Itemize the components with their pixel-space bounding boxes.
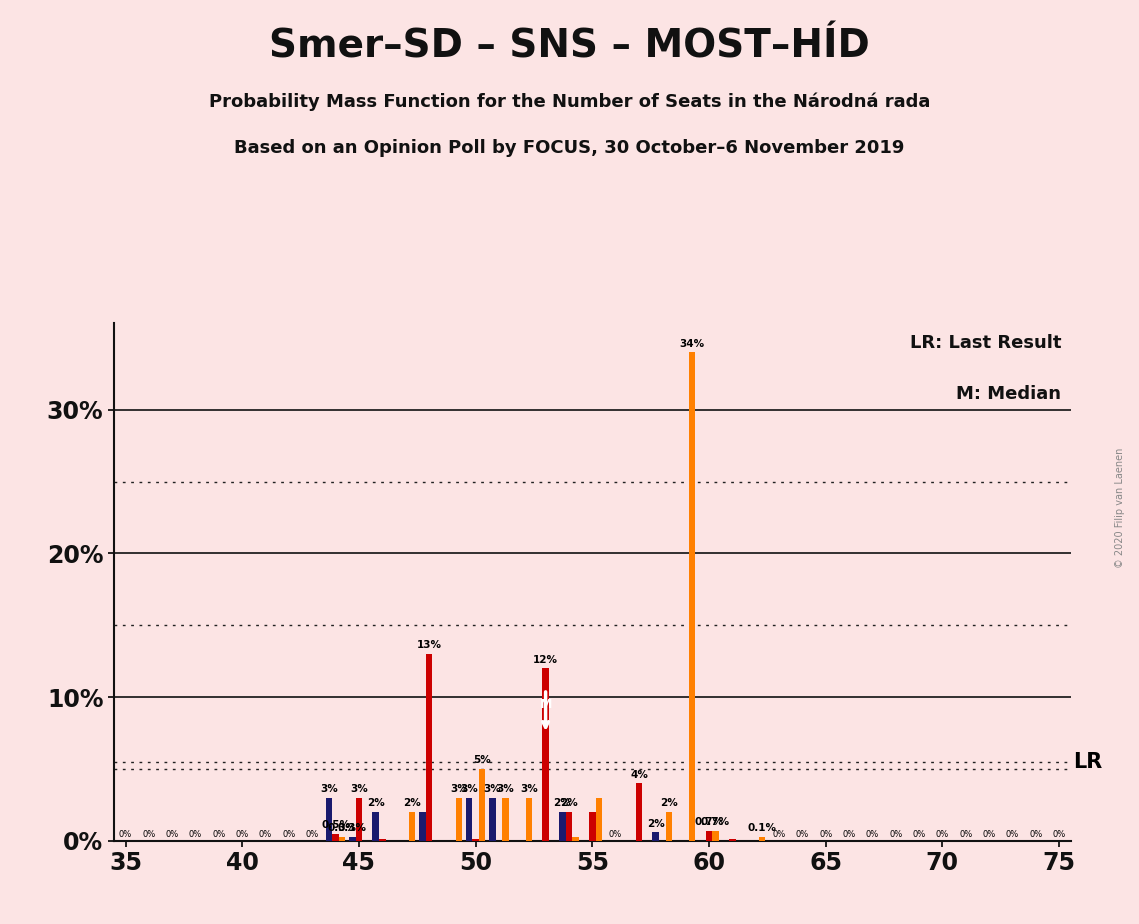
- Bar: [478, 769, 485, 841]
- Bar: [596, 797, 603, 841]
- Text: 0%: 0%: [142, 831, 156, 839]
- Bar: [419, 812, 426, 841]
- Text: 0%: 0%: [212, 831, 226, 839]
- Text: 0%: 0%: [796, 831, 809, 839]
- Text: 3%: 3%: [460, 784, 478, 794]
- Bar: [706, 831, 712, 841]
- Bar: [589, 812, 596, 841]
- Bar: [712, 831, 719, 841]
- Text: 0%: 0%: [1052, 831, 1066, 839]
- Text: 3%: 3%: [484, 784, 501, 794]
- Text: 0%: 0%: [236, 831, 248, 839]
- Text: 0.7%: 0.7%: [695, 817, 723, 827]
- Text: 3%: 3%: [519, 784, 538, 794]
- Text: 2%: 2%: [403, 798, 421, 808]
- Text: 5%: 5%: [474, 756, 491, 765]
- Bar: [372, 812, 379, 841]
- Bar: [572, 836, 579, 841]
- Text: 3%: 3%: [320, 784, 338, 794]
- Bar: [326, 797, 333, 841]
- Text: 0%: 0%: [890, 831, 902, 839]
- Bar: [689, 352, 696, 841]
- Text: 0.1%: 0.1%: [747, 823, 777, 833]
- Text: 0%: 0%: [609, 831, 622, 839]
- Text: M: M: [540, 698, 551, 711]
- Bar: [355, 797, 362, 841]
- Bar: [466, 797, 473, 841]
- Text: 2%: 2%: [560, 798, 577, 808]
- Bar: [489, 797, 495, 841]
- Bar: [653, 833, 659, 841]
- Text: Based on an Opinion Poll by FOCUS, 30 October–6 November 2019: Based on an Opinion Poll by FOCUS, 30 Oc…: [235, 139, 904, 156]
- Bar: [525, 797, 532, 841]
- Text: 0.7%: 0.7%: [700, 817, 730, 827]
- Text: © 2020 Filip van Laenen: © 2020 Filip van Laenen: [1115, 448, 1124, 568]
- Text: 0%: 0%: [189, 831, 203, 839]
- Bar: [350, 836, 355, 841]
- Text: 0%: 0%: [165, 831, 179, 839]
- Text: 0%: 0%: [866, 831, 879, 839]
- Text: 0%: 0%: [1006, 831, 1019, 839]
- Bar: [636, 784, 642, 841]
- Text: 2%: 2%: [647, 819, 665, 829]
- Text: 0%: 0%: [282, 831, 295, 839]
- Text: 0%: 0%: [259, 831, 272, 839]
- Text: 12%: 12%: [533, 655, 558, 664]
- Text: 0%: 0%: [912, 831, 926, 839]
- Text: 4%: 4%: [630, 770, 648, 780]
- Text: 0%: 0%: [936, 831, 949, 839]
- Text: M: Median: M: Median: [956, 385, 1062, 404]
- Bar: [729, 839, 736, 841]
- Text: 3%: 3%: [450, 784, 468, 794]
- Bar: [559, 812, 566, 841]
- Bar: [566, 812, 572, 841]
- Bar: [759, 836, 765, 841]
- Text: 0.3%: 0.3%: [338, 823, 367, 833]
- Text: 0%: 0%: [819, 831, 833, 839]
- Text: 2%: 2%: [367, 798, 385, 808]
- Text: 34%: 34%: [680, 338, 705, 348]
- Text: 3%: 3%: [350, 784, 368, 794]
- Text: 13%: 13%: [417, 640, 442, 650]
- Bar: [333, 833, 339, 841]
- Bar: [473, 839, 478, 841]
- Text: 3%: 3%: [497, 784, 515, 794]
- Bar: [379, 839, 385, 841]
- Text: 2%: 2%: [554, 798, 572, 808]
- Text: Probability Mass Function for the Number of Seats in the Národná rada: Probability Mass Function for the Number…: [208, 92, 931, 111]
- Bar: [542, 668, 549, 841]
- Text: 0%: 0%: [118, 831, 132, 839]
- Text: Smer–SD – SNS – MOST–HÍD: Smer–SD – SNS – MOST–HÍD: [269, 28, 870, 66]
- Text: 0%: 0%: [772, 831, 786, 839]
- Text: 0%: 0%: [982, 831, 995, 839]
- Text: LR: LR: [1073, 752, 1103, 772]
- Bar: [665, 812, 672, 841]
- Bar: [426, 654, 432, 841]
- Text: 2%: 2%: [659, 798, 678, 808]
- Text: 0%: 0%: [959, 831, 973, 839]
- Text: 0%: 0%: [843, 831, 855, 839]
- Bar: [502, 797, 509, 841]
- Bar: [456, 797, 462, 841]
- Text: LR: Last Result: LR: Last Result: [910, 334, 1062, 352]
- Text: 0.5%: 0.5%: [321, 821, 350, 830]
- Text: 0.3%: 0.3%: [328, 823, 357, 833]
- Text: 0%: 0%: [1029, 831, 1042, 839]
- Text: 0%: 0%: [305, 831, 319, 839]
- Bar: [339, 836, 345, 841]
- Bar: [409, 812, 416, 841]
